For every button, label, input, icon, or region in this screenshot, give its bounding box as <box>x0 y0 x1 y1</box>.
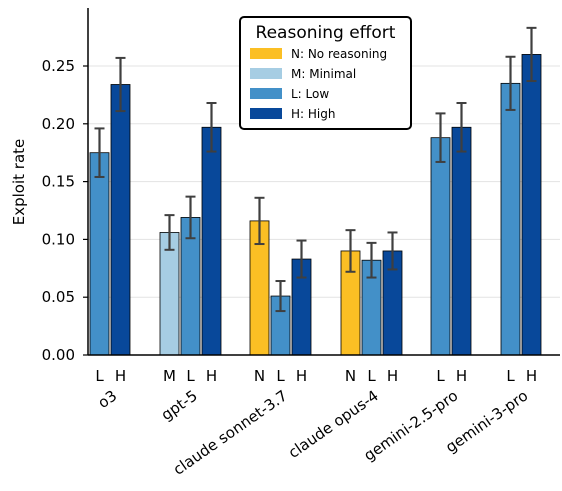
legend-swatch-N <box>250 48 282 59</box>
legend-swatch-H <box>250 108 282 119</box>
legend-swatch-M <box>250 68 282 79</box>
error-bar <box>505 55 516 111</box>
legend-label-N: N: No reasoning <box>291 47 387 61</box>
bar-gemini-2-5-pro-L <box>430 137 451 356</box>
legend-label-H: H: High <box>291 107 335 121</box>
error-bar <box>275 280 286 313</box>
legend: Reasoning effort N: No reasoning M: Minima… <box>239 16 412 130</box>
y-tick-label: 0.15 <box>42 173 75 191</box>
y-tick-label: 0.00 <box>42 346 75 364</box>
effort-tick-label: N <box>254 367 265 385</box>
bar-gemini-3-pro-H <box>521 54 542 356</box>
bar-gemini-3-pro-L <box>500 82 521 356</box>
effort-tick-label: L <box>95 367 104 385</box>
error-bar <box>387 231 398 271</box>
effort-tick-label: L <box>276 367 285 385</box>
error-bar <box>206 101 217 153</box>
error-bar <box>94 127 105 178</box>
effort-tick-label: L <box>186 367 195 385</box>
y-tick-label: 0.10 <box>42 230 75 248</box>
bar-o3-H <box>110 84 131 356</box>
model-tick-label: o3 <box>95 387 121 412</box>
effort-tick-label: L <box>436 367 445 385</box>
effort-tick-label: H <box>206 367 217 385</box>
bar-gpt-5-M <box>159 232 180 356</box>
effort-tick-label: H <box>526 367 537 385</box>
legend-box <box>239 16 412 130</box>
model-tick-label: gpt-5 <box>158 387 201 425</box>
error-bar <box>456 101 467 153</box>
effort-tick-label: M <box>163 367 176 385</box>
error-bar <box>345 229 356 273</box>
legend-title: Reasoning effort <box>256 23 396 43</box>
legend-swatch-L <box>250 88 282 99</box>
error-bar <box>164 214 175 251</box>
effort-tick-label: H <box>456 367 467 385</box>
error-bar <box>115 56 126 113</box>
bar-gemini-2-5-pro-H <box>451 126 472 356</box>
axes: 0.00 0.05 0.10 0.15 0.20 0.25 <box>42 8 560 364</box>
effort-tick-label: L <box>506 367 515 385</box>
effort-tick-label: N <box>345 367 356 385</box>
error-bar <box>296 239 307 279</box>
error-bar <box>254 196 265 246</box>
y-tick-label: 0.05 <box>42 288 75 306</box>
effort-tick-label: H <box>115 367 126 385</box>
bars <box>89 26 542 356</box>
error-bar <box>435 112 446 163</box>
error-bar <box>366 241 377 279</box>
bar-gpt-5-H <box>201 126 222 356</box>
y-axis-title: Exploit rate <box>10 139 28 226</box>
effort-tick-label: H <box>296 367 307 385</box>
legend-label-L: L: Low <box>291 87 329 101</box>
effort-tick-label: L <box>367 367 376 385</box>
error-bar <box>526 26 537 83</box>
effort-tick-label: H <box>387 367 398 385</box>
error-bar <box>185 195 196 240</box>
legend-label-M: M: Minimal <box>291 67 356 81</box>
bar-o3-L <box>89 152 110 356</box>
y-tick-label: 0.20 <box>42 115 75 133</box>
y-tick-label: 0.25 <box>42 57 75 75</box>
